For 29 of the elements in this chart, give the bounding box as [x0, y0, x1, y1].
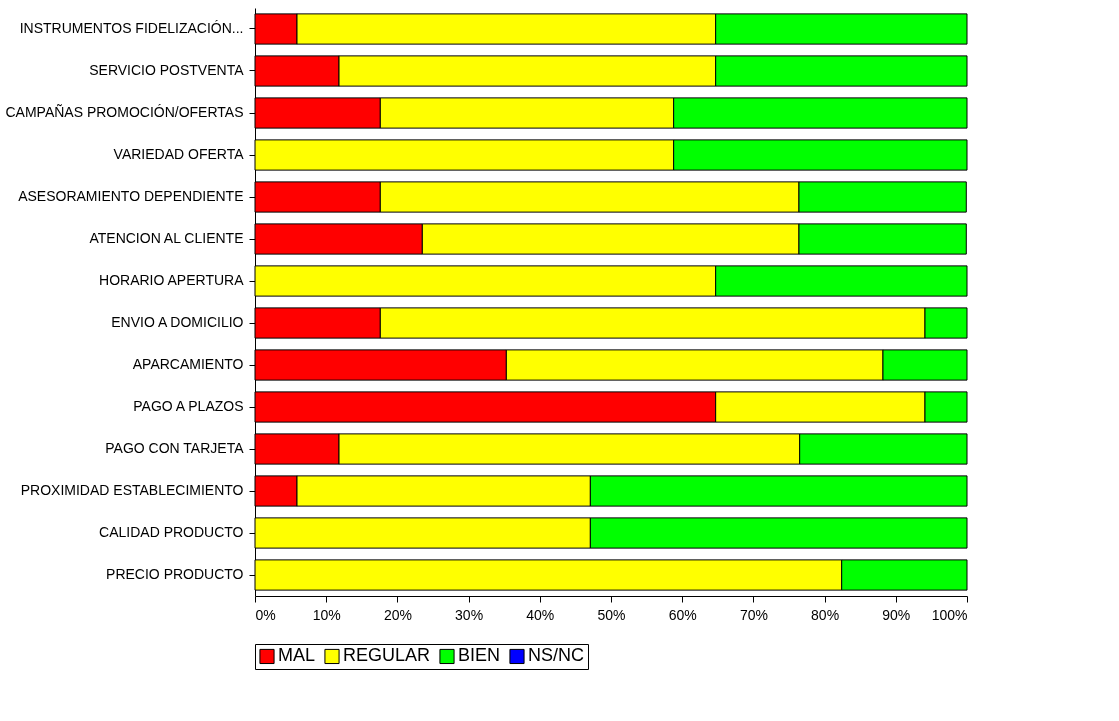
y-tick-label: VARIEDAD OFERTA [113, 146, 245, 162]
y-tick-label: CALIDAD PRODUCTO [99, 524, 244, 540]
x-tick-label: 100% [931, 606, 968, 623]
y-tick-label: APARCAMIENTO [132, 356, 244, 372]
y-tick-label: PAGO A PLAZOS [133, 398, 244, 414]
x-tick-label: 70% [739, 606, 768, 623]
y-tick-label: PAGO CON TARJETA [105, 440, 245, 456]
x-tick-label: 90% [882, 606, 911, 623]
x-tick-label: 20% [383, 606, 412, 623]
y-tick-label: ENVIO A DOMICILIO [111, 314, 244, 330]
legend-label: REGULAR [343, 645, 431, 666]
y-tick-label: HORARIO APERTURA [99, 272, 245, 288]
x-tick-label: 60% [668, 606, 697, 623]
x-tick-label: 10% [312, 606, 341, 623]
x-tick-label: 80% [811, 606, 840, 623]
x-tick-label: 50% [597, 606, 626, 623]
legend-label: BIEN [458, 645, 501, 666]
x-tick-label: 0% [255, 606, 276, 623]
y-tick-label: PROXIMIDAD ESTABLECIMIENTO [20, 482, 244, 498]
x-tick-label: 40% [526, 606, 555, 623]
y-tick-label: INSTRUMENTOS FIDELIZACIÓN... [19, 20, 244, 36]
y-tick-label: ATENCION AL CLIENTE [89, 230, 244, 246]
y-tick-label: PRECIO PRODUCTO [106, 566, 244, 582]
y-tick-label: SERVICIO POSTVENTA [89, 62, 245, 78]
y-tick-label: ASESORAMIENTO DEPENDIENTE [18, 188, 244, 204]
x-tick-label: 30% [455, 606, 484, 623]
legend-label: NS/NC [528, 645, 585, 666]
legend-label: MAL [278, 645, 316, 666]
y-tick-label: CAMPAÑAS PROMOCIÓN/OFERTAS [5, 104, 244, 120]
